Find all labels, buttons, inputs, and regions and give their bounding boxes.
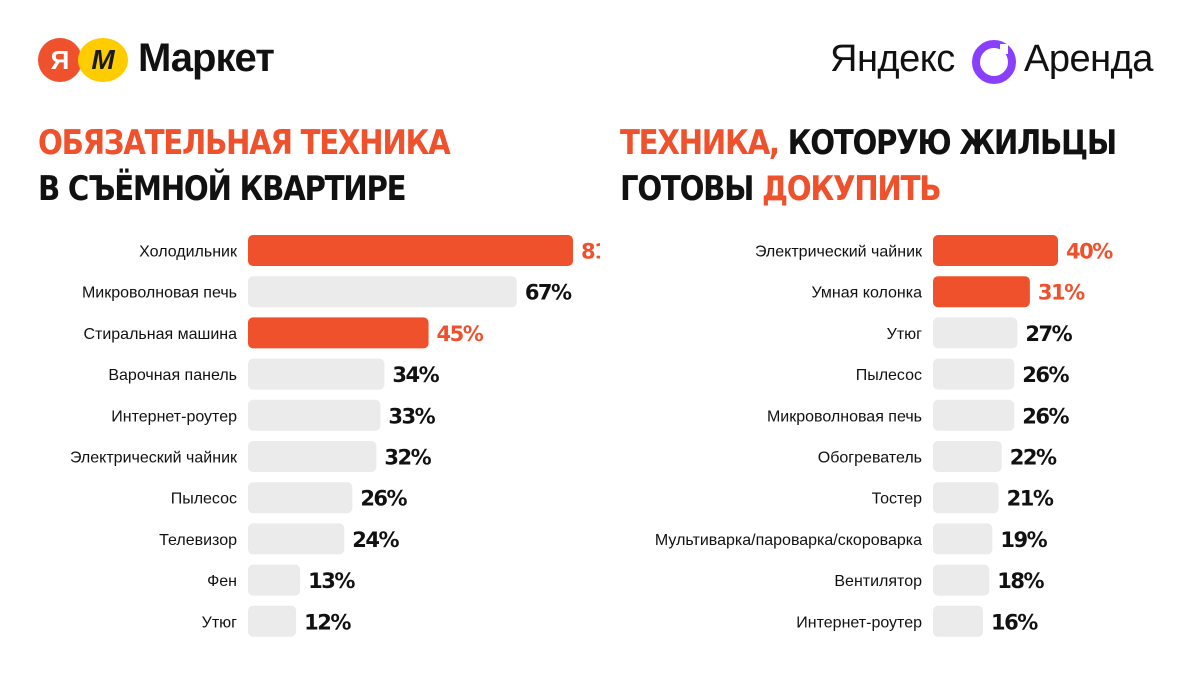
- value-label: 18%: [997, 569, 1044, 593]
- value-label: 33%: [388, 404, 435, 428]
- bar: [248, 482, 353, 514]
- bar: [933, 358, 1015, 390]
- bar: [248, 523, 345, 555]
- value-label: 26%: [1022, 404, 1069, 428]
- right-title-part2: которую жильцы: [778, 123, 1118, 163]
- category-label: Электрический чайник: [70, 450, 238, 467]
- right-bar-chart: Электрический чайник 40% Умная колонка 31% У…: [600, 225, 1200, 645]
- category-label: Пылесос: [171, 491, 237, 508]
- bar: [933, 482, 999, 514]
- right-panel: Яндекс Аренда Техника, которую жильцы го…: [600, 0, 1200, 675]
- left-chart-title: Обязательная техника в съёмной квартире: [38, 120, 451, 212]
- purple-ring-icon: [972, 40, 1016, 84]
- left-title-line2: в съёмной квартире: [38, 169, 407, 209]
- right-title-line1: Техника, которую жильцы: [620, 120, 1118, 166]
- category-label: Вентилятор: [834, 573, 922, 590]
- value-label: 40%: [1066, 240, 1113, 264]
- bar: [933, 276, 1030, 308]
- bar: [248, 317, 429, 349]
- category-label: Обогреватель: [818, 450, 922, 467]
- category-label: Мультиварка/пароварка/скороварка: [655, 532, 922, 549]
- value-label: 24%: [352, 528, 399, 552]
- value-label: 32%: [384, 446, 431, 470]
- bar: [248, 276, 517, 308]
- bar: [248, 441, 377, 472]
- bar: [248, 605, 297, 637]
- category-label: Стиральная машина: [83, 326, 237, 343]
- bar: [933, 235, 1058, 266]
- category-label: Фен: [207, 573, 237, 590]
- chart-svg: Холодильник 81% Микроволновая печь 67% Стира…: [70, 235, 600, 637]
- category-label: Утюг: [202, 614, 237, 631]
- right-title-part3: готовы: [620, 169, 763, 209]
- market-logo-word: Маркет: [138, 36, 275, 80]
- value-label: 26%: [360, 487, 407, 511]
- right-title-part4: докупить: [762, 169, 941, 209]
- category-label: Электрический чайник: [755, 244, 923, 261]
- ya-logo-icon: Я: [38, 38, 82, 82]
- bar: [933, 564, 990, 596]
- value-label: 81%: [581, 240, 600, 264]
- bar: [248, 358, 385, 390]
- left-panel: Я M Маркет Обязательная техника в съёмно…: [0, 36, 600, 645]
- bar: [248, 399, 381, 431]
- right-title-part1: Техника,: [620, 123, 780, 163]
- value-label: 26%: [1022, 363, 1069, 387]
- category-label: Пылесос: [856, 367, 922, 384]
- left-bar-chart: Холодильник 81% Микроволновая печь 67% Стира…: [0, 225, 600, 645]
- bar: [933, 441, 1002, 472]
- bar: [248, 235, 573, 266]
- category-label: Телевизор: [159, 532, 237, 549]
- category-label: Тостер: [872, 491, 922, 508]
- value-label: 45%: [437, 322, 484, 346]
- right-title-line2: готовы докупить: [620, 166, 1116, 212]
- value-label: 67%: [525, 281, 572, 305]
- value-label: 27%: [1025, 322, 1072, 346]
- value-label: 34%: [392, 363, 439, 387]
- market-m-logo-icon: M: [78, 38, 128, 82]
- category-label: Микроволновая печь: [82, 285, 237, 302]
- bar: [933, 523, 993, 555]
- value-label: 12%: [304, 610, 351, 634]
- chart-svg: Электрический чайник 40% Умная колонка 31% У…: [655, 235, 1115, 637]
- category-label: Холодильник: [139, 244, 238, 261]
- category-label: Умная колонка: [811, 285, 922, 302]
- right-chart-title: Техника, которую жильцы готовы докупить: [620, 120, 1118, 212]
- category-label: Микроволновая печь: [767, 408, 922, 425]
- arenda-logo-word1: Яндекс: [830, 38, 955, 80]
- bar: [933, 317, 1018, 349]
- arenda-logo-word2: Аренда: [1024, 38, 1153, 80]
- category-label: Интернет-роутер: [796, 614, 922, 631]
- category-label: Интернет-роутер: [111, 408, 237, 425]
- value-label: 19%: [1000, 528, 1047, 552]
- bar: [248, 564, 301, 596]
- bar: [933, 605, 983, 637]
- value-label: 16%: [991, 610, 1038, 634]
- category-label: Варочная панель: [108, 367, 237, 384]
- value-label: 21%: [1007, 487, 1054, 511]
- value-label: 22%: [1010, 446, 1057, 470]
- value-label: 31%: [1038, 281, 1085, 305]
- yandex-arenda-logo: Яндекс Аренда: [830, 38, 1170, 86]
- category-label: Утюг: [887, 326, 922, 343]
- bar: [933, 399, 1015, 431]
- left-title-line1: Обязательная техника: [38, 123, 451, 163]
- value-label: 13%: [308, 569, 355, 593]
